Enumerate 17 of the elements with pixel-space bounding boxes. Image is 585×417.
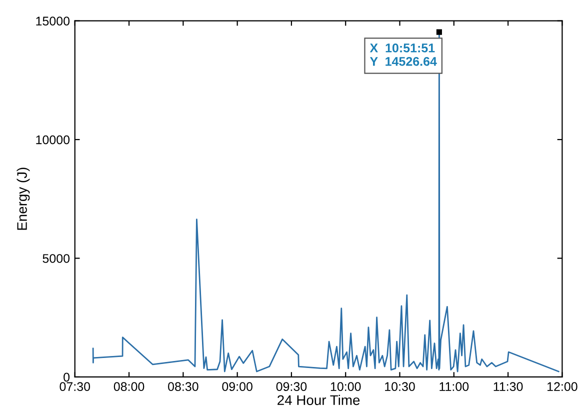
x-axis-title: 24 Hour Time (278, 394, 360, 406)
x-tick-label: 10:00 (330, 382, 361, 392)
y-tick-label: 10000 (36, 135, 70, 144)
x-tick-label: 09:30 (276, 382, 307, 392)
x-tick-label: 12:00 (548, 382, 578, 392)
y-tick-label: 0 (64, 372, 70, 382)
x-tick-label: 11:00 (440, 382, 469, 392)
x-tick-label: 07:30 (60, 382, 90, 392)
x-tick-label: 08:30 (168, 382, 198, 392)
x-tick-label: 11:30 (494, 382, 523, 392)
x-tick-label: 10:30 (385, 382, 415, 392)
x-tick-label: 09:00 (222, 382, 252, 392)
y-tick-label: 5000 (42, 254, 70, 263)
y-axis-title: Energy (J) (16, 168, 30, 230)
y-tick-label: 15000 (36, 16, 70, 26)
x-tick-label: 08:00 (114, 382, 144, 392)
annotation: X 10:51:51 Y 14526.64 (370, 44, 437, 66)
